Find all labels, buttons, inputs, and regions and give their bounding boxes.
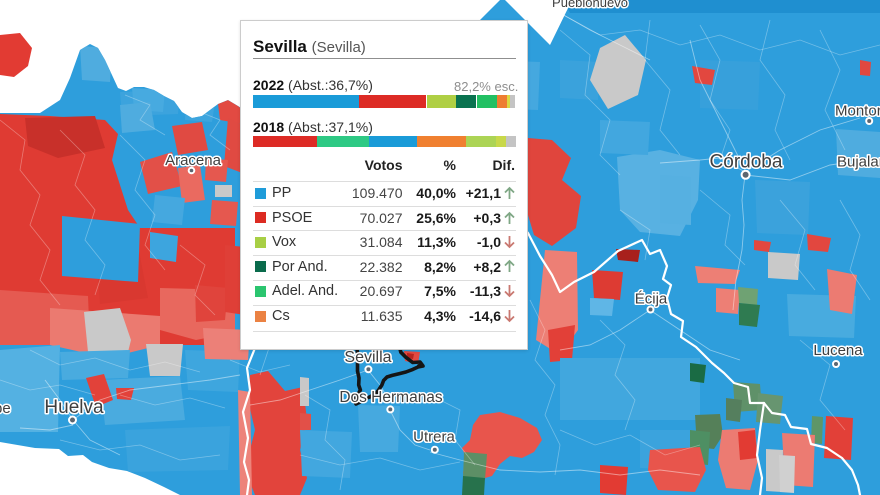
svg-text:Sevilla: Sevilla <box>344 349 391 366</box>
svg-text:Écija: Écija <box>635 291 668 308</box>
svg-text:Córdoba: Córdoba <box>710 152 783 173</box>
svg-text:Bujalance: Bujalance <box>837 154 880 171</box>
svg-text:Dos Hermanas: Dos Hermanas <box>339 389 443 406</box>
svg-text:pe: pe <box>0 400 11 417</box>
svg-text:Montoro: Montoro <box>835 103 880 120</box>
svg-text:Pueblonuevo: Pueblonuevo <box>552 0 628 10</box>
svg-text:Huelva: Huelva <box>44 397 104 418</box>
svg-text:Lucena: Lucena <box>813 342 863 359</box>
svg-text:Aracena: Aracena <box>165 152 222 169</box>
svg-text:Utrera: Utrera <box>413 429 455 446</box>
